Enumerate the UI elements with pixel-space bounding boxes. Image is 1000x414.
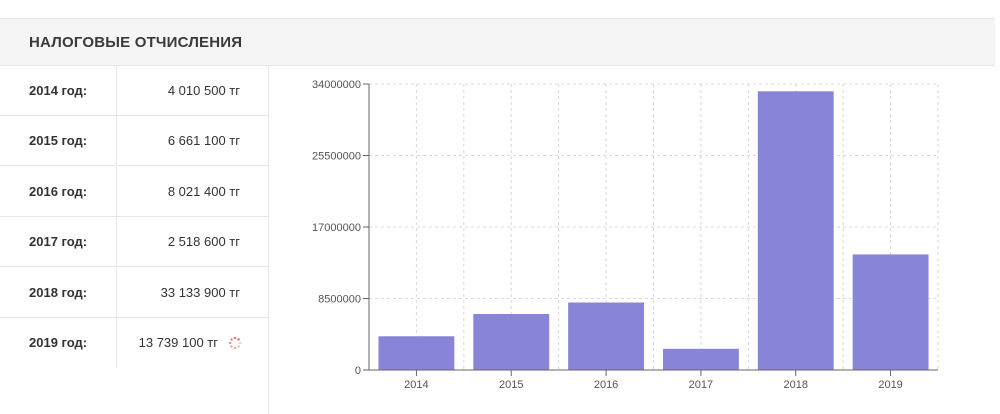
- y-tick-label: 17000000: [312, 222, 361, 234]
- bar-2017: [662, 348, 739, 370]
- loading-spinner-icon: [228, 336, 242, 350]
- tax-row-2018: 2018 год: 33 133 900 тг: [0, 268, 268, 318]
- tax-bar-chart: 0 8500000 17000000 25500000 34000000 2014 2015…: [280, 70, 980, 400]
- tax-table: 2014 год: 4 010 500 тг 2015 год: 6 661 1…: [0, 66, 269, 414]
- tax-row-amount: 6 661 100 тг: [167, 133, 240, 148]
- column-divider: [116, 268, 117, 318]
- tax-row-amount: 33 133 900 тг: [160, 285, 240, 300]
- chart-canvas: 0 8500000 17000000 25500000 34000000 2014 2015…: [312, 79, 939, 391]
- tax-row-2017: 2017 год: 2 518 600 тг: [0, 217, 268, 267]
- column-divider: [116, 217, 117, 267]
- y-tick-label: 0: [355, 365, 361, 377]
- tax-row-year: 2014 год:: [29, 83, 88, 98]
- x-tick-label: 2017: [689, 379, 713, 391]
- x-tick-label: 2018: [784, 379, 808, 391]
- x-tick-label: 2019: [878, 379, 902, 391]
- tax-row-2014: 2014 год: 4 010 500 тг: [0, 66, 268, 116]
- tax-row-amount: 2 518 600 тг: [167, 234, 240, 249]
- column-divider: [116, 116, 117, 166]
- panel-title: НАЛОГОВЫЕ ОТЧИСЛЕНИЯ: [29, 34, 243, 51]
- column-divider: [116, 318, 117, 368]
- tax-row-year: 2015 год:: [29, 133, 88, 148]
- y-tick-label: 34000000: [312, 79, 361, 91]
- tax-row-amount: 4 010 500 тг: [167, 83, 240, 98]
- bar-2014: [378, 336, 455, 370]
- y-tick-label: 25500000: [312, 151, 361, 163]
- tax-row-2015: 2015 год: 6 661 100 тг: [0, 116, 268, 166]
- bar-2018: [757, 91, 834, 370]
- tax-row-2016: 2016 год: 8 021 400 тг: [0, 167, 268, 217]
- tax-row-year: 2019 год:: [29, 335, 88, 350]
- bar-2016: [568, 302, 645, 370]
- y-tick-label: 8500000: [318, 294, 361, 306]
- x-tick-label: 2015: [499, 379, 523, 391]
- column-divider: [116, 66, 117, 116]
- tax-row-year: 2018 год:: [29, 285, 88, 300]
- x-tick-label: 2014: [404, 379, 428, 391]
- tax-row-year: 2017 год:: [29, 234, 88, 249]
- bar-2019: [852, 254, 929, 370]
- tax-row-2019: 2019 год: 13 739 100 тг: [0, 318, 268, 368]
- tax-row-year: 2016 год:: [29, 184, 88, 199]
- tax-row-amount: 13 739 100 тг: [138, 335, 218, 350]
- tax-row-amount: 8 021 400 тг: [167, 184, 240, 199]
- bar-2015: [473, 313, 550, 370]
- panel-header: НАЛОГОВЫЕ ОТЧИСЛЕНИЯ: [0, 18, 995, 66]
- column-divider: [116, 167, 117, 217]
- x-tick-label: 2016: [594, 379, 618, 391]
